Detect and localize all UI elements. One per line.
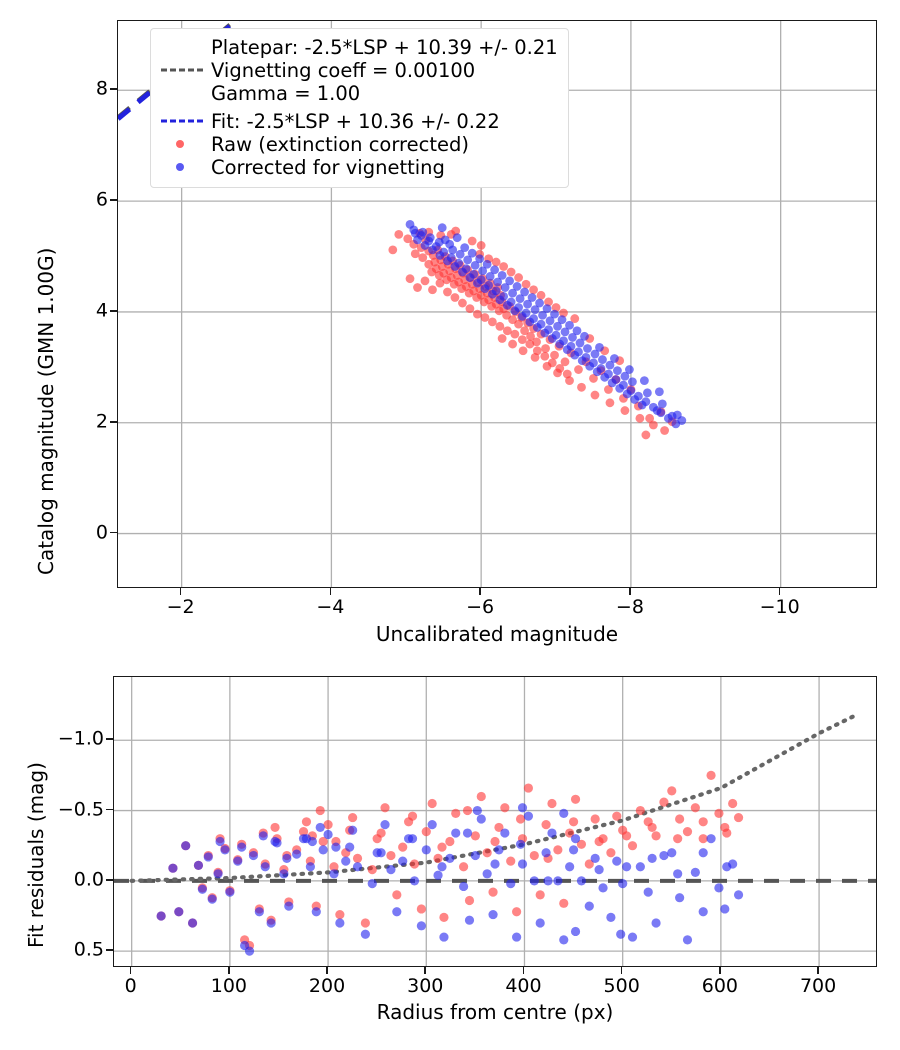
magnitude-calibration-x-axis-title: Uncalibrated magnitude: [375, 622, 619, 646]
residual-x-tick-200: 200: [308, 975, 346, 997]
residual-x-tickmark: [620, 967, 623, 974]
magnitude-x-tick--4: −4: [316, 596, 345, 618]
magnitude-x-tickmark: [179, 588, 182, 595]
legend-entry-3: Corrected for vignetting: [159, 156, 558, 179]
legend-blue-marker-icon: [159, 156, 205, 178]
residual-y-tick-0: 0.0: [73, 868, 104, 891]
magnitude-calibration-series-1: [405, 219, 687, 429]
residual-x-tickmark: [522, 967, 525, 974]
fit-residuals-x-axis-title: Radius from centre (px): [376, 1000, 614, 1024]
magnitude-y-tickmark: [110, 531, 117, 534]
magnitude-y-tickmark: [110, 88, 117, 91]
residual-x-tick-100: 100: [210, 975, 248, 997]
legend-entry-0: Platepar: -2.5*LSP + 10.39 +/- 0.21 Vigne…: [159, 36, 558, 110]
magnitude-x-tick--6: −6: [466, 596, 495, 618]
legend-entry-0-line-1: Vignetting coeff = 0.00100: [211, 59, 476, 82]
legend-entry-1-line-0: Fit: -2.5*LSP + 10.36 +/- 0.22: [211, 110, 500, 133]
residual-y-tick--0.5: −0.5: [57, 798, 104, 821]
magnitude-y-tickmark: [110, 199, 117, 201]
residual-y-tickmark: [106, 949, 113, 951]
residual-x-tick-400: 400: [505, 975, 542, 997]
residual-x-tickmark: [719, 967, 721, 974]
residual-x-tick-700: 700: [799, 975, 837, 997]
magnitude-y-tick-2: 2: [95, 410, 108, 433]
magnitude-y-tickmark: [110, 310, 117, 312]
residual-x-tickmark: [326, 967, 328, 974]
residual-x-tick-500: 500: [603, 975, 640, 997]
fit-residuals-canvas: [114, 677, 876, 966]
legend-entry-3-label: Corrected for vignetting: [211, 156, 445, 179]
fit-residuals-line-1: [129, 714, 856, 883]
legend-entry-1-label: Fit: -2.5*LSP + 10.36 +/- 0.22: [211, 110, 500, 133]
magnitude-y-tick-4: 4: [95, 299, 108, 322]
residual-y-tick-0.5: 0.5: [73, 938, 104, 961]
legend-entry-1: Fit: -2.5*LSP + 10.36 +/- 0.22: [159, 110, 558, 133]
magnitude-x-tickmark: [329, 588, 332, 595]
magnitude-y-tickmark: [110, 420, 117, 423]
magnitude-calibration-series-0: [388, 226, 677, 440]
magnitude-x-tick--8: −8: [615, 596, 644, 618]
fit-residuals-gridlines: [114, 677, 876, 966]
legend-red-marker-icon: [159, 133, 205, 155]
fit-residuals-panel: [113, 676, 877, 967]
legend-entry-0-line-0: Platepar: -2.5*LSP + 10.39 +/- 0.21: [211, 36, 558, 59]
residual-x-tick-300: 300: [407, 975, 444, 997]
magnitude-x-tickmark: [479, 588, 481, 595]
legend-entry-0-line-2: Gamma = 1.00: [211, 82, 361, 105]
residual-y-tick--1: −1.0: [57, 727, 104, 750]
residual-x-tickmark: [228, 967, 230, 974]
residual-x-tick-600: 600: [701, 975, 739, 997]
magnitude-calibration-y-axis-title: Catalog magnitude (GMN 1.00G): [34, 247, 58, 575]
residual-x-tickmark: [424, 967, 427, 974]
fit-residuals-series-1: [156, 803, 744, 956]
residual-y-tickmark: [106, 879, 113, 881]
magnitude-y-tick-8: 8: [95, 77, 108, 100]
legend-entry-2-line-0: Raw (extinction corrected): [211, 133, 469, 156]
residual-y-tickmark: [106, 808, 113, 811]
magnitude-y-tick-6: 6: [95, 188, 108, 211]
residual-x-tickmark: [129, 967, 132, 974]
residual-x-tick-0: 0: [124, 975, 137, 997]
legend-entry-3-line-0: Corrected for vignetting: [211, 156, 445, 179]
legend-entry-0-label: Platepar: -2.5*LSP + 10.39 +/- 0.21 Vigne…: [211, 36, 558, 105]
magnitude-x-tick--2: −2: [166, 596, 195, 618]
magnitude-x-tickmark: [629, 588, 631, 595]
residual-x-tickmark: [817, 967, 819, 974]
magnitude-x-tickmark: [778, 588, 781, 595]
residual-y-tickmark: [106, 738, 113, 741]
legend-dashed-blue-line-icon: [159, 110, 205, 132]
magnitude-x-tick--10: −10: [759, 596, 800, 618]
fit-residuals-y-axis-title: Fit residuals (mag): [24, 762, 48, 948]
legend-entry-2: Raw (extinction corrected): [159, 133, 558, 156]
magnitude-y-tick-0: 0: [95, 521, 108, 544]
magnitude-calibration-legend: Platepar: -2.5*LSP + 10.39 +/- 0.21 Vigne…: [150, 28, 569, 188]
legend-dashed-gray-line-icon: [159, 36, 205, 110]
fit-residuals-plot-area: [114, 677, 876, 966]
legend-entry-2-label: Raw (extinction corrected): [211, 133, 469, 156]
